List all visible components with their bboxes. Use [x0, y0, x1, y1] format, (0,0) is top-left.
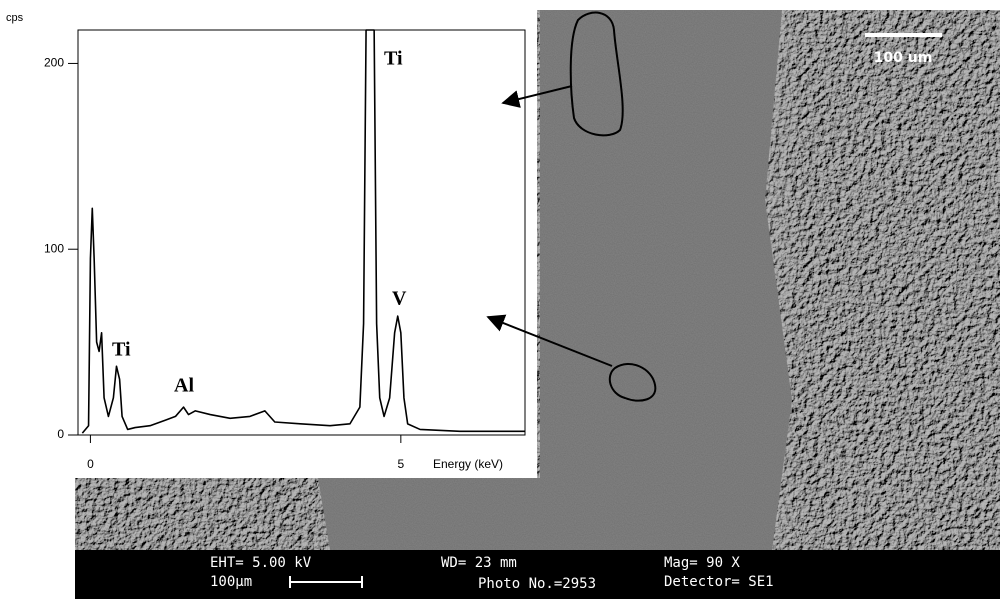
arrow — [486, 314, 613, 367]
scale-label: 100 um — [874, 50, 933, 66]
scale-text: 100µm — [210, 574, 252, 590]
arrow — [501, 85, 573, 108]
annotation: Ti — [384, 48, 403, 70]
photo: Photo No.=2953 — [478, 576, 596, 592]
info-bar — [75, 550, 1000, 599]
chart-panel — [0, 0, 537, 478]
annotation: Al — [174, 375, 194, 397]
x-tick-label: 0 — [87, 457, 94, 471]
region-loop — [608, 363, 657, 402]
y-tick-label: 100 — [44, 241, 64, 255]
x-tick-label: 5 — [397, 457, 404, 471]
wd: WD= 23 mm — [441, 555, 517, 571]
y-tick-label: 0 — [57, 427, 64, 441]
y-axis-label: cps — [6, 12, 24, 24]
spectrum-line — [81, 29, 525, 434]
detector: Detector= SE1 — [664, 574, 774, 590]
x-axis-label: Energy (keV) — [433, 457, 503, 471]
annotation: Ti — [112, 339, 131, 361]
y-tick-label: 200 — [44, 56, 64, 70]
plot: 0 100 200 0 5 — [44, 29, 525, 471]
eht: EHT= 5.00 kV — [210, 555, 312, 571]
plot-frame — [77, 29, 526, 436]
annotation: V — [392, 288, 407, 310]
region-loop — [569, 11, 624, 137]
mag: Mag= 90 X — [664, 555, 740, 571]
